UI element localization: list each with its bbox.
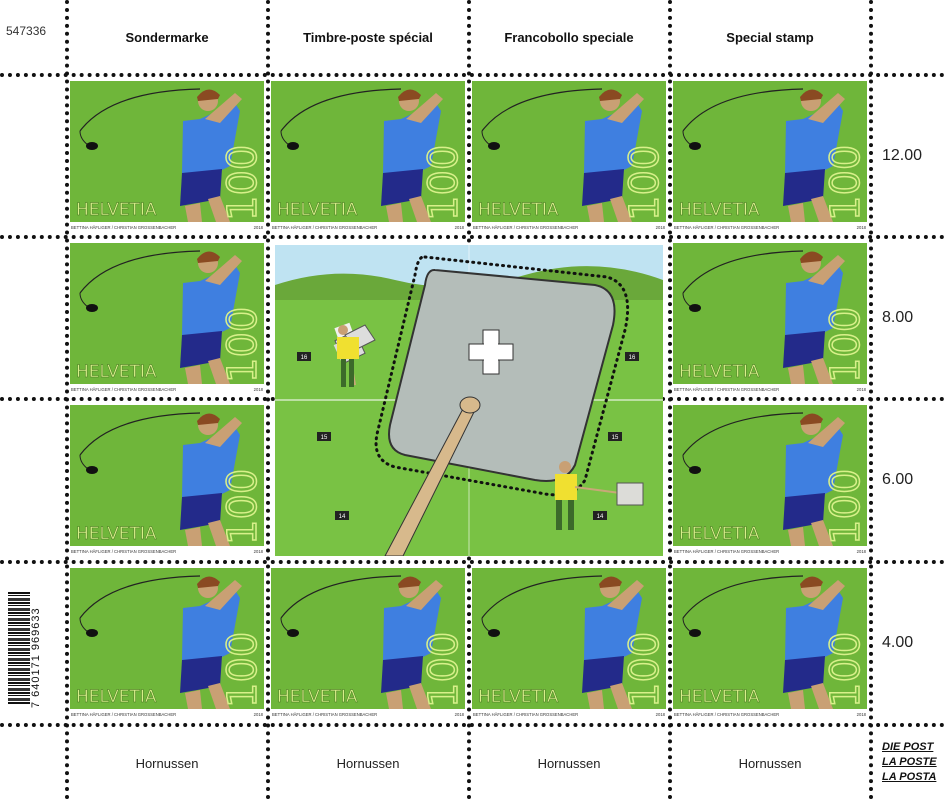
stamp-year: 2018 — [857, 387, 867, 392]
sheet-number: 547336 — [6, 24, 47, 38]
stamp: HELVETIA 100 BETTINA HÄFLIGER / CHRISTIA… — [673, 568, 867, 718]
stamp-value: 100 — [823, 145, 867, 221]
stamp-year: 2018 — [656, 225, 666, 230]
stamp-year: 2018 — [254, 225, 264, 230]
stamp-value: 100 — [220, 145, 264, 221]
stamp-value: 100 — [421, 632, 465, 708]
marker-15-right: 15 — [612, 435, 619, 441]
stamp-credit: BETTINA HÄFLIGER / CHRISTIAN GROSSENBACH… — [674, 387, 779, 392]
stamp: HELVETIA 100 BETTINA HÄFLIGER / CHRISTIA… — [271, 568, 465, 718]
stamp-country: HELVETIA — [679, 362, 760, 382]
perforation — [0, 560, 945, 564]
column-footer: Hornussen — [135, 756, 199, 771]
logo-line: LA POSTE — [882, 756, 937, 768]
stamp-value: 100 — [220, 632, 264, 708]
stamp-country: HELVETIA — [277, 687, 358, 707]
stamp: HELVETIA 100 BETTINA HÄFLIGER / CHRISTIA… — [70, 405, 264, 555]
stamp-country: HELVETIA — [76, 687, 157, 707]
stamp: HELVETIA 100 BETTINA HÄFLIGER / CHRISTIA… — [673, 405, 867, 555]
marker-14-right: 14 — [597, 514, 604, 520]
stamp-credit: BETTINA HÄFLIGER / CHRISTIAN GROSSENBACH… — [473, 712, 578, 717]
stamp-value: 100 — [220, 307, 264, 383]
stamp-year: 2018 — [857, 225, 867, 230]
stamp: HELVETIA 100 BETTINA HÄFLIGER / CHRISTIA… — [70, 568, 264, 718]
stamp-year: 2018 — [254, 712, 264, 717]
stamp-value: 100 — [421, 145, 465, 221]
column-header: Francobollo speciale — [504, 30, 634, 45]
stamp-value: 100 — [823, 469, 867, 545]
stamp-year: 2018 — [455, 225, 465, 230]
row-price: 4.00 — [882, 634, 914, 651]
die-post-logo: DIE POST LA POSTE LA POSTA — [882, 740, 937, 785]
stamp: HELVETIA 100 BETTINA HÄFLIGER / CHRISTIA… — [70, 243, 264, 393]
stamp-credit: BETTINA HÄFLIGER / CHRISTIAN GROSSENBACH… — [674, 712, 779, 717]
stamp-year: 2018 — [857, 712, 867, 717]
stamp-year: 2018 — [254, 549, 264, 554]
marker-14-left: 14 — [339, 514, 346, 520]
barcode — [8, 592, 30, 704]
stamp-year: 2018 — [455, 712, 465, 717]
logo-line: DIE POST — [882, 741, 934, 753]
column-footer: Hornussen — [537, 756, 601, 771]
stamp-credit: BETTINA HÄFLIGER / CHRISTIAN GROSSENBACH… — [71, 712, 176, 717]
column-header: Sondermarke — [125, 30, 209, 45]
stamp-country: HELVETIA — [76, 200, 157, 220]
column-footer: Hornussen — [738, 756, 802, 771]
stamp-value: 100 — [823, 632, 867, 708]
stamp-country: HELVETIA — [679, 200, 760, 220]
stamp-year: 2018 — [656, 712, 666, 717]
logo-line: LA POSTA — [882, 771, 937, 783]
stamp-credit: BETTINA HÄFLIGER / CHRISTIAN GROSSENBACH… — [674, 225, 779, 230]
stamp-credit: BETTINA HÄFLIGER / CHRISTIAN GROSSENBACH… — [272, 225, 377, 230]
stamp-country: HELVETIA — [478, 687, 559, 707]
perforation — [0, 235, 945, 239]
stamp-country: HELVETIA — [679, 524, 760, 544]
stamp-country: HELVETIA — [478, 200, 559, 220]
stamp: HELVETIA 100 BETTINA HÄFLIGER / CHRISTIA… — [673, 81, 867, 231]
perforation — [0, 723, 945, 727]
row-price: 12.00 — [882, 147, 923, 164]
column-header: Timbre-poste spécial — [303, 30, 433, 45]
marker-16-left: 16 — [301, 355, 308, 361]
gutter-illustration: 16 16 15 15 14 14 — [275, 245, 663, 557]
perforation — [0, 73, 945, 77]
stamp-credit: BETTINA HÄFLIGER / CHRISTIAN GROSSENBACH… — [71, 387, 176, 392]
stamp-credit: BETTINA HÄFLIGER / CHRISTIAN GROSSENBACH… — [674, 549, 779, 554]
stamp-country: HELVETIA — [76, 362, 157, 382]
stamp-credit: BETTINA HÄFLIGER / CHRISTIAN GROSSENBACH… — [71, 549, 176, 554]
column-header: Special stamp — [726, 30, 814, 45]
stamp: HELVETIA 100 BETTINA HÄFLIGER / CHRISTIA… — [271, 81, 465, 231]
stamp-country: HELVETIA — [277, 200, 358, 220]
row-price: 6.00 — [882, 471, 914, 488]
stamp-year: 2018 — [857, 549, 867, 554]
marker-16-right: 16 — [629, 355, 636, 361]
stamp: HELVETIA 100 BETTINA HÄFLIGER / CHRISTIA… — [472, 568, 666, 718]
stamp-value: 100 — [622, 145, 666, 221]
stamp-year: 2018 — [254, 387, 264, 392]
stamp-country: HELVETIA — [76, 524, 157, 544]
stamp: HELVETIA 100 BETTINA HÄFLIGER / CHRISTIA… — [673, 243, 867, 393]
column-footer: Hornussen — [336, 756, 400, 771]
stamp-credit: BETTINA HÄFLIGER / CHRISTIAN GROSSENBACH… — [71, 225, 176, 230]
barcode-number: 7 640171 969633 — [30, 607, 42, 708]
stamp-credit: BETTINA HÄFLIGER / CHRISTIAN GROSSENBACH… — [473, 225, 578, 230]
stamp: HELVETIA 100 BETTINA HÄFLIGER / CHRISTIA… — [70, 81, 264, 231]
stamp-credit: BETTINA HÄFLIGER / CHRISTIAN GROSSENBACH… — [272, 712, 377, 717]
stamp-country: HELVETIA — [679, 687, 760, 707]
stamp-value: 100 — [622, 632, 666, 708]
marker-15-left: 15 — [321, 435, 328, 441]
stamp: HELVETIA 100 BETTINA HÄFLIGER / CHRISTIA… — [472, 81, 666, 231]
stamp-value: 100 — [823, 307, 867, 383]
stamp-value: 100 — [220, 469, 264, 545]
row-price: 8.00 — [882, 309, 914, 326]
